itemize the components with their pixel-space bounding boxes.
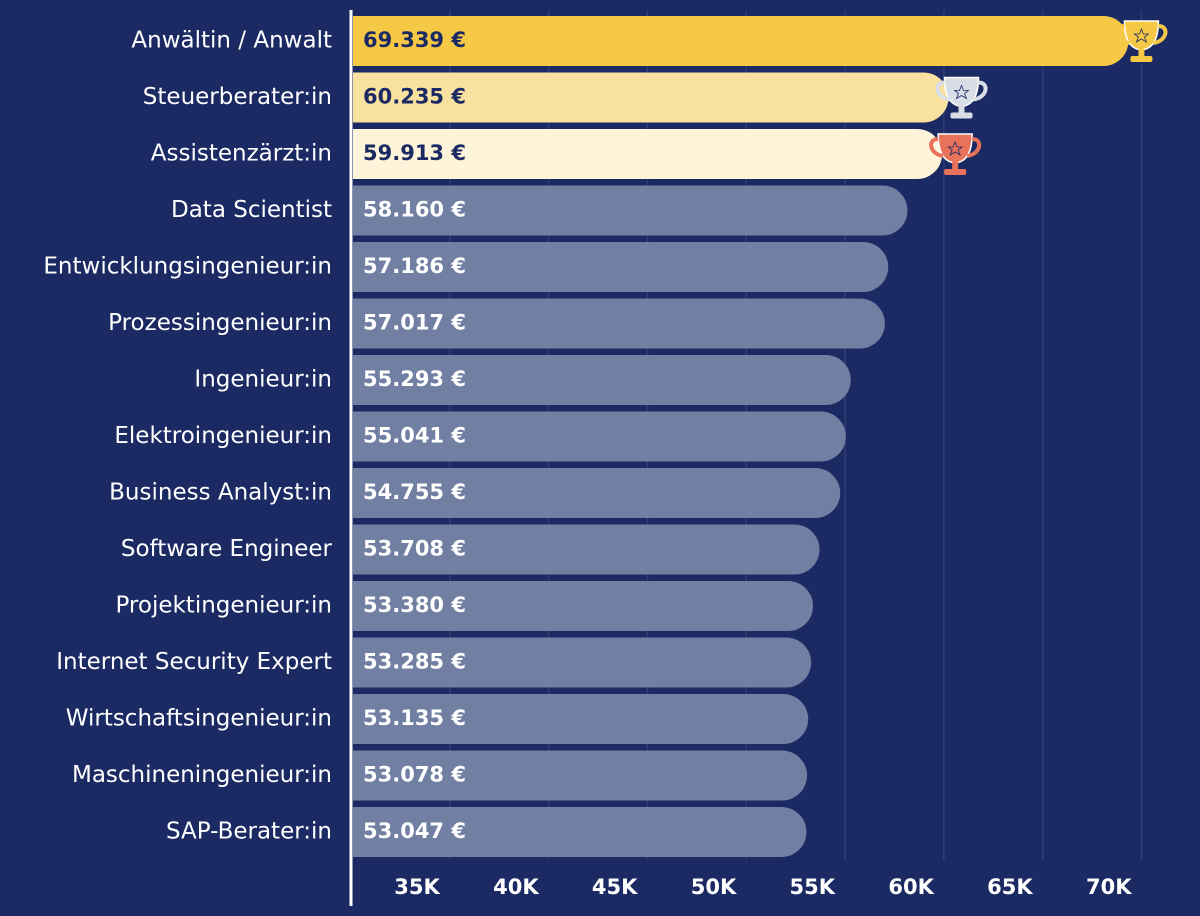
bar (353, 694, 809, 744)
trophy-base (950, 112, 973, 119)
bar (353, 581, 814, 631)
bar (353, 355, 851, 405)
trophy-star (953, 84, 970, 100)
trophy-stem (958, 105, 965, 114)
trophy-handles (929, 137, 982, 158)
category-label: Business Analyst:in (109, 480, 332, 506)
value-label: 59.913 € (363, 141, 466, 165)
bar (353, 298, 885, 349)
bar (353, 467, 841, 518)
bar (353, 72, 949, 123)
value-label: 53.708 € (363, 537, 466, 561)
value-label: 53.135 € (363, 706, 466, 730)
trophy-star (1133, 27, 1150, 43)
x-tick-label: 40K (493, 875, 539, 899)
trophy-cup (943, 76, 980, 108)
value-label: 53.380 € (363, 593, 466, 617)
value-label: 53.047 € (363, 819, 466, 843)
trophy-star (946, 140, 964, 156)
bar (353, 129, 943, 179)
category-label: Elektroingenieur:in (114, 423, 332, 449)
value-label: 55.293 € (363, 367, 466, 391)
bar (353, 750, 808, 801)
category-label: Entwicklungsingenieur:in (43, 254, 332, 280)
value-label: 69.339 € (363, 28, 466, 52)
value-label: 57.017 € (363, 311, 466, 335)
bar (353, 185, 908, 236)
category-label: Software Engineer (121, 536, 333, 562)
trophy-icon (935, 76, 988, 119)
bar (353, 807, 807, 857)
trophy-handles (1115, 24, 1168, 45)
bar (353, 16, 1129, 66)
category-label: Prozessingenieur:in (108, 310, 332, 336)
trophy-handles (935, 80, 988, 102)
value-label: 58.160 € (363, 198, 466, 222)
trophy-stem (1138, 49, 1145, 57)
category-label: Assistenzärzt:in (151, 141, 332, 167)
x-tick-label: 55K (790, 875, 836, 899)
bar (353, 411, 846, 462)
category-label: Wirtschaftsingenieur:in (66, 706, 332, 732)
bar (353, 242, 889, 292)
bar (353, 524, 820, 575)
trophy-icon (1115, 20, 1168, 62)
category-label: Internet Security Expert (56, 649, 332, 675)
trophy-base (1130, 56, 1153, 62)
x-tick-label: 70K (1086, 875, 1132, 899)
category-label: Ingenieur:in (194, 367, 332, 393)
value-label: 55.041 € (363, 424, 466, 448)
category-label: Projektingenieur:in (115, 593, 332, 619)
value-label: 57.186 € (363, 254, 466, 278)
trophy-cup (1123, 20, 1160, 51)
category-label: Data Scientist (171, 197, 332, 223)
value-label: 60.235 € (363, 85, 466, 109)
x-tick-label: 45K (592, 875, 638, 899)
category-label: Anwältin / Anwalt (131, 28, 332, 54)
bar (353, 637, 812, 688)
value-label: 53.285 € (363, 650, 466, 674)
x-tick-label: 60K (888, 875, 934, 899)
category-label: Maschineningenieur:in (72, 762, 332, 788)
trophy-icon (929, 133, 982, 175)
category-label: Steuerberater:in (143, 84, 332, 110)
value-label: 53.078 € (363, 763, 466, 787)
bars (353, 16, 1129, 857)
value-label: 54.755 € (363, 480, 466, 504)
category-label: SAP-Berater:in (166, 819, 332, 845)
trophy-stem (952, 162, 959, 170)
trophy-base (944, 169, 967, 175)
x-tick-label: 65K (987, 875, 1033, 899)
x-tick-label: 50K (691, 875, 737, 899)
x-tick-label: 35K (394, 875, 440, 899)
